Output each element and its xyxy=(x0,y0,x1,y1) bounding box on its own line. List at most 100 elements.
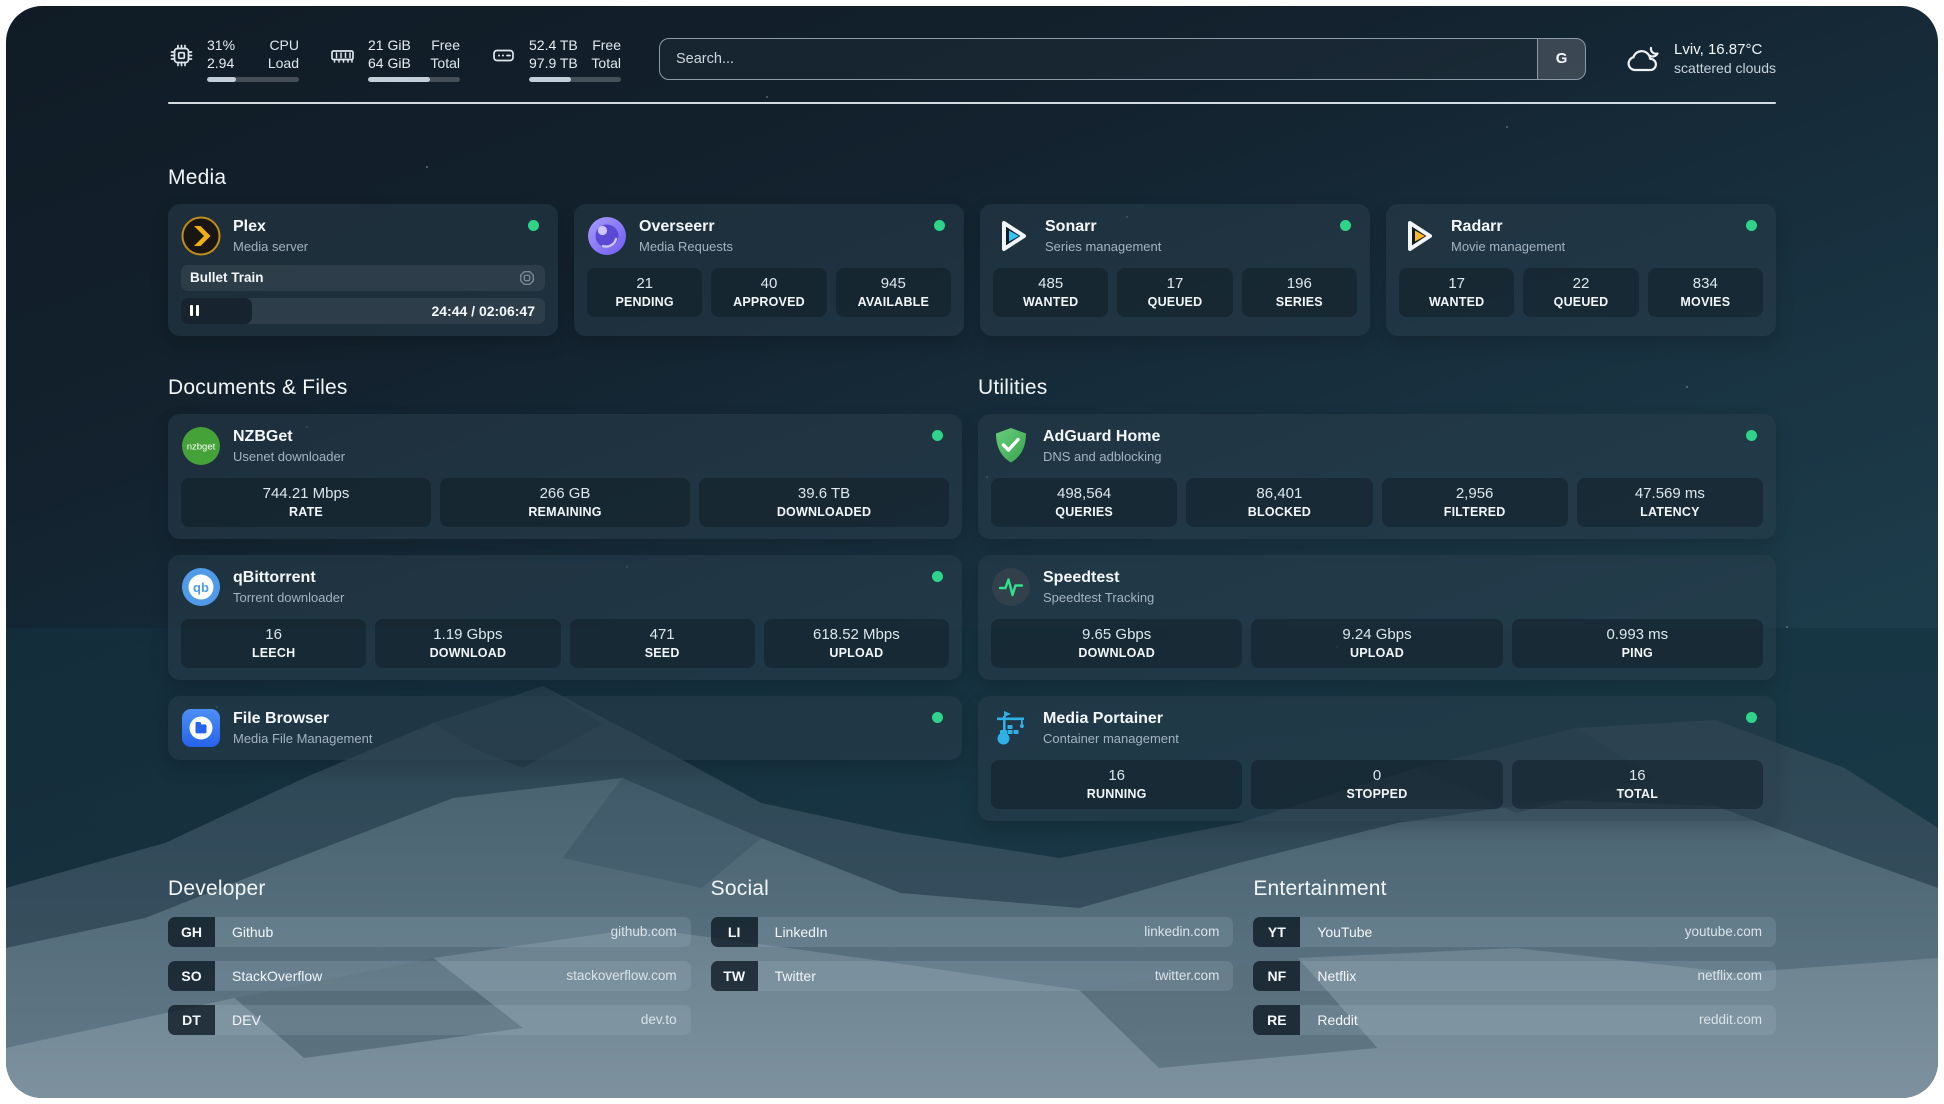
resource-widgets: 31% 2.94 CPU Load xyxy=(168,36,621,82)
weather-condition: scattered clouds xyxy=(1674,60,1776,77)
bookmark-netflix[interactable]: NF Netflix netflix.com xyxy=(1253,960,1776,991)
cpu-label-2: Load xyxy=(267,55,299,72)
service-subtitle: Speedtest Tracking xyxy=(1043,589,1155,605)
status-dot xyxy=(932,711,943,723)
bookmark-github[interactable]: GH Github github.com xyxy=(168,916,691,947)
service-subtitle: Movie management xyxy=(1451,238,1566,254)
bookmark-group-social: Social LI LinkedIn linkedin.com TW Twitt… xyxy=(710,877,1234,1035)
memory-label-2: Total xyxy=(430,55,460,72)
plex-icon xyxy=(181,216,221,256)
status-dot xyxy=(932,429,943,441)
bookmark-group-entertainment: Entertainment YT YouTube youtube.com NF … xyxy=(1253,877,1776,1035)
bookmark-abbr: DT xyxy=(168,1004,215,1035)
service-title: Sonarr xyxy=(1045,217,1097,235)
search-bar: G xyxy=(659,37,1587,80)
section-media: Media Plex Media server xyxy=(168,166,1776,336)
service-card-sonarr[interactable]: Sonarr Series management 485 WANTED 17 Q… xyxy=(980,203,1370,336)
adguard-icon xyxy=(991,426,1031,466)
cpu-progress xyxy=(207,76,299,82)
stat-stopped: 0 STOPPED xyxy=(1251,759,1503,809)
status-dot xyxy=(1746,219,1757,231)
bookmark-group-developer: Developer GH Github github.com SO StackO… xyxy=(168,877,691,1035)
stat-queries: 498,564 QUERIES xyxy=(991,477,1178,527)
stat-downloaded: 39.6 TB DOWNLOADED xyxy=(699,477,949,527)
section-files: Documents & Files nzbget xyxy=(168,376,962,821)
service-subtitle: Media Requests xyxy=(639,238,733,254)
bookmark-name: Twitter xyxy=(774,967,816,984)
disk-label-1: Free xyxy=(592,37,621,53)
bookmark-domain: netflix.com xyxy=(1697,968,1762,984)
service-card-filebrowser[interactable]: File Browser Media File Management xyxy=(168,695,962,760)
status-dot xyxy=(1746,429,1757,441)
bookmark-domain: github.com xyxy=(610,924,677,940)
bookmark-domain: reddit.com xyxy=(1698,1012,1762,1028)
bookmark-dev[interactable]: DT DEV dev.to xyxy=(168,1004,691,1035)
stat-approved: 40 APPROVED xyxy=(711,267,827,317)
bookmark-abbr: NF xyxy=(1253,960,1301,991)
filebrowser-icon xyxy=(181,708,221,748)
disk-value-2: 97.9 TB xyxy=(529,55,578,72)
service-subtitle: Container management xyxy=(1043,730,1179,746)
bookmark-abbr: YT xyxy=(1253,916,1301,947)
bookmark-linkedin[interactable]: LI LinkedIn linkedin.com xyxy=(710,916,1234,947)
weather-widget[interactable]: Lviv, 16.87°C scattered clouds xyxy=(1624,41,1776,76)
speedtest-icon xyxy=(991,567,1031,607)
cpu-icon xyxy=(170,44,193,67)
cloud-moon-icon xyxy=(1627,46,1659,72)
bookmark-name: LinkedIn xyxy=(774,923,828,940)
cpu-value-1: 31% xyxy=(207,37,236,53)
stat-blocked: 86,401 BLOCKED xyxy=(1186,477,1373,527)
dashboard-content: 31% 2.94 CPU Load xyxy=(6,6,1938,1098)
section-title-utilities: Utilities xyxy=(978,375,1048,399)
bookmark-youtube[interactable]: YT YouTube youtube.com xyxy=(1253,916,1776,947)
search-provider-button[interactable]: G xyxy=(1537,38,1586,79)
service-title: Overseerr xyxy=(639,217,715,235)
stat-wanted: 17 WANTED xyxy=(1399,267,1515,317)
bookmark-group-title: Developer xyxy=(168,876,266,900)
bookmark-name: Netflix xyxy=(1317,967,1357,984)
header-divider xyxy=(168,101,1776,104)
bookmark-name: StackOverflow xyxy=(232,967,323,984)
service-card-radarr[interactable]: Radarr Movie management 17 WANTED 22 QUE… xyxy=(1386,203,1776,336)
stat-leech: 16 LEECH xyxy=(181,618,367,668)
service-card-portainer[interactable]: Media Portainer Container management 16 … xyxy=(978,695,1776,821)
status-dot xyxy=(934,219,945,231)
service-title: Plex xyxy=(233,217,266,235)
bookmark-domain: dev.to xyxy=(640,1012,677,1028)
service-subtitle: Media server xyxy=(233,238,309,254)
stat-seed: 471 SEED xyxy=(569,618,755,668)
bookmark-abbr: SO xyxy=(168,960,215,991)
service-card-adguard[interactable]: AdGuard Home DNS and adblocking 498,564 … xyxy=(978,413,1776,539)
stat-ping: 0.993 ms PING xyxy=(1511,618,1763,668)
status-dot xyxy=(1340,219,1351,231)
top-bar: 31% 2.94 CPU Load xyxy=(168,36,1776,82)
status-dot xyxy=(932,570,943,582)
section-title-files: Documents & Files xyxy=(168,375,348,399)
service-card-plex[interactable]: Plex Media server Bullet Train xyxy=(168,203,558,336)
bookmark-reddit[interactable]: RE Reddit reddit.com xyxy=(1253,1004,1776,1035)
service-card-overseerr[interactable]: Overseerr Media Requests 21 PENDING 40 A… xyxy=(574,203,964,336)
bookmark-name: YouTube xyxy=(1317,923,1373,940)
sonarr-icon xyxy=(993,216,1033,256)
memory-progress xyxy=(368,76,460,82)
bookmark-domain: youtube.com xyxy=(1684,924,1762,940)
search-input[interactable] xyxy=(660,38,1538,79)
service-subtitle: Usenet downloader xyxy=(233,448,346,464)
memory-value-1: 21 GiB xyxy=(368,37,411,53)
disk-label-2: Total xyxy=(591,55,621,72)
service-card-qbittorrent[interactable]: qb qBittorrent Torrent downloader xyxy=(168,554,962,680)
bookmark-stackoverflow[interactable]: SO StackOverflow stackoverflow.com xyxy=(168,960,691,991)
disk-value-1: 52.4 TB xyxy=(529,37,578,53)
section-title-media: Media xyxy=(168,165,227,189)
plex-playback-time: 24:44 / 02:06:47 xyxy=(431,302,535,319)
bookmark-twitter[interactable]: TW Twitter twitter.com xyxy=(710,960,1234,991)
stat-pending: 21 PENDING xyxy=(587,267,703,317)
stat-download: 9.65 Gbps DOWNLOAD xyxy=(991,618,1243,668)
service-card-speedtest[interactable]: Speedtest Speedtest Tracking 9.65 Gbps D… xyxy=(978,554,1776,680)
video-icon xyxy=(519,270,535,285)
service-card-nzbget[interactable]: nzbget NZBGet Usenet downloader 74 xyxy=(168,413,962,539)
stat-wanted: 485 WANTED xyxy=(993,267,1109,317)
stat-total: 16 TOTAL xyxy=(1511,759,1763,809)
bookmark-domain: twitter.com xyxy=(1154,968,1220,984)
service-title: Speedtest xyxy=(1043,568,1120,586)
